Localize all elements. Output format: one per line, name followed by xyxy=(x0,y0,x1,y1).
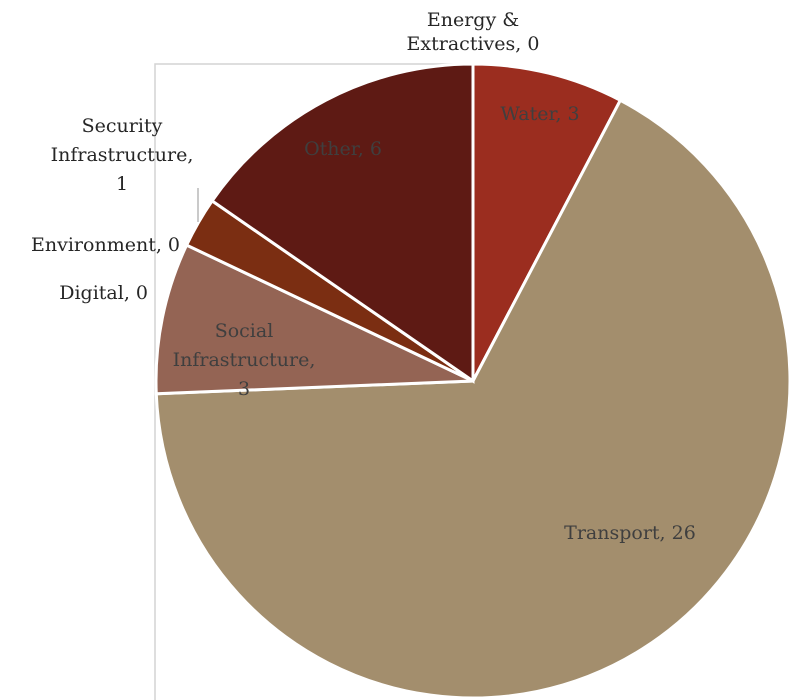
data-label-water: Water, 3 xyxy=(500,103,579,125)
slice-labels: Energy & Extractives, 0 Water, 3 Transport,… xyxy=(31,9,696,544)
slice-transport[interactable] xyxy=(154,98,789,700)
pie-slices xyxy=(154,62,789,700)
data-label-other: Other, 6 xyxy=(304,138,382,160)
data-label-energy-and-extractives: Energy & Extractives, 0 xyxy=(407,9,540,55)
data-label-transport: Transport, 26 xyxy=(564,522,696,544)
slice-water[interactable] xyxy=(471,62,623,382)
data-label-social-infrastructure: Social Infrastructure, 3 xyxy=(173,320,316,400)
slice-other[interactable] xyxy=(210,62,475,384)
plot-area-border xyxy=(154,63,473,700)
data-label-security-infrastructure: Security Infrastructure, 1 xyxy=(51,115,194,195)
data-label-digital: Digital, 0 xyxy=(59,282,148,304)
slice-social-infrastructure[interactable] xyxy=(154,243,474,396)
data-label-environment: Environment, 0 xyxy=(31,234,180,256)
